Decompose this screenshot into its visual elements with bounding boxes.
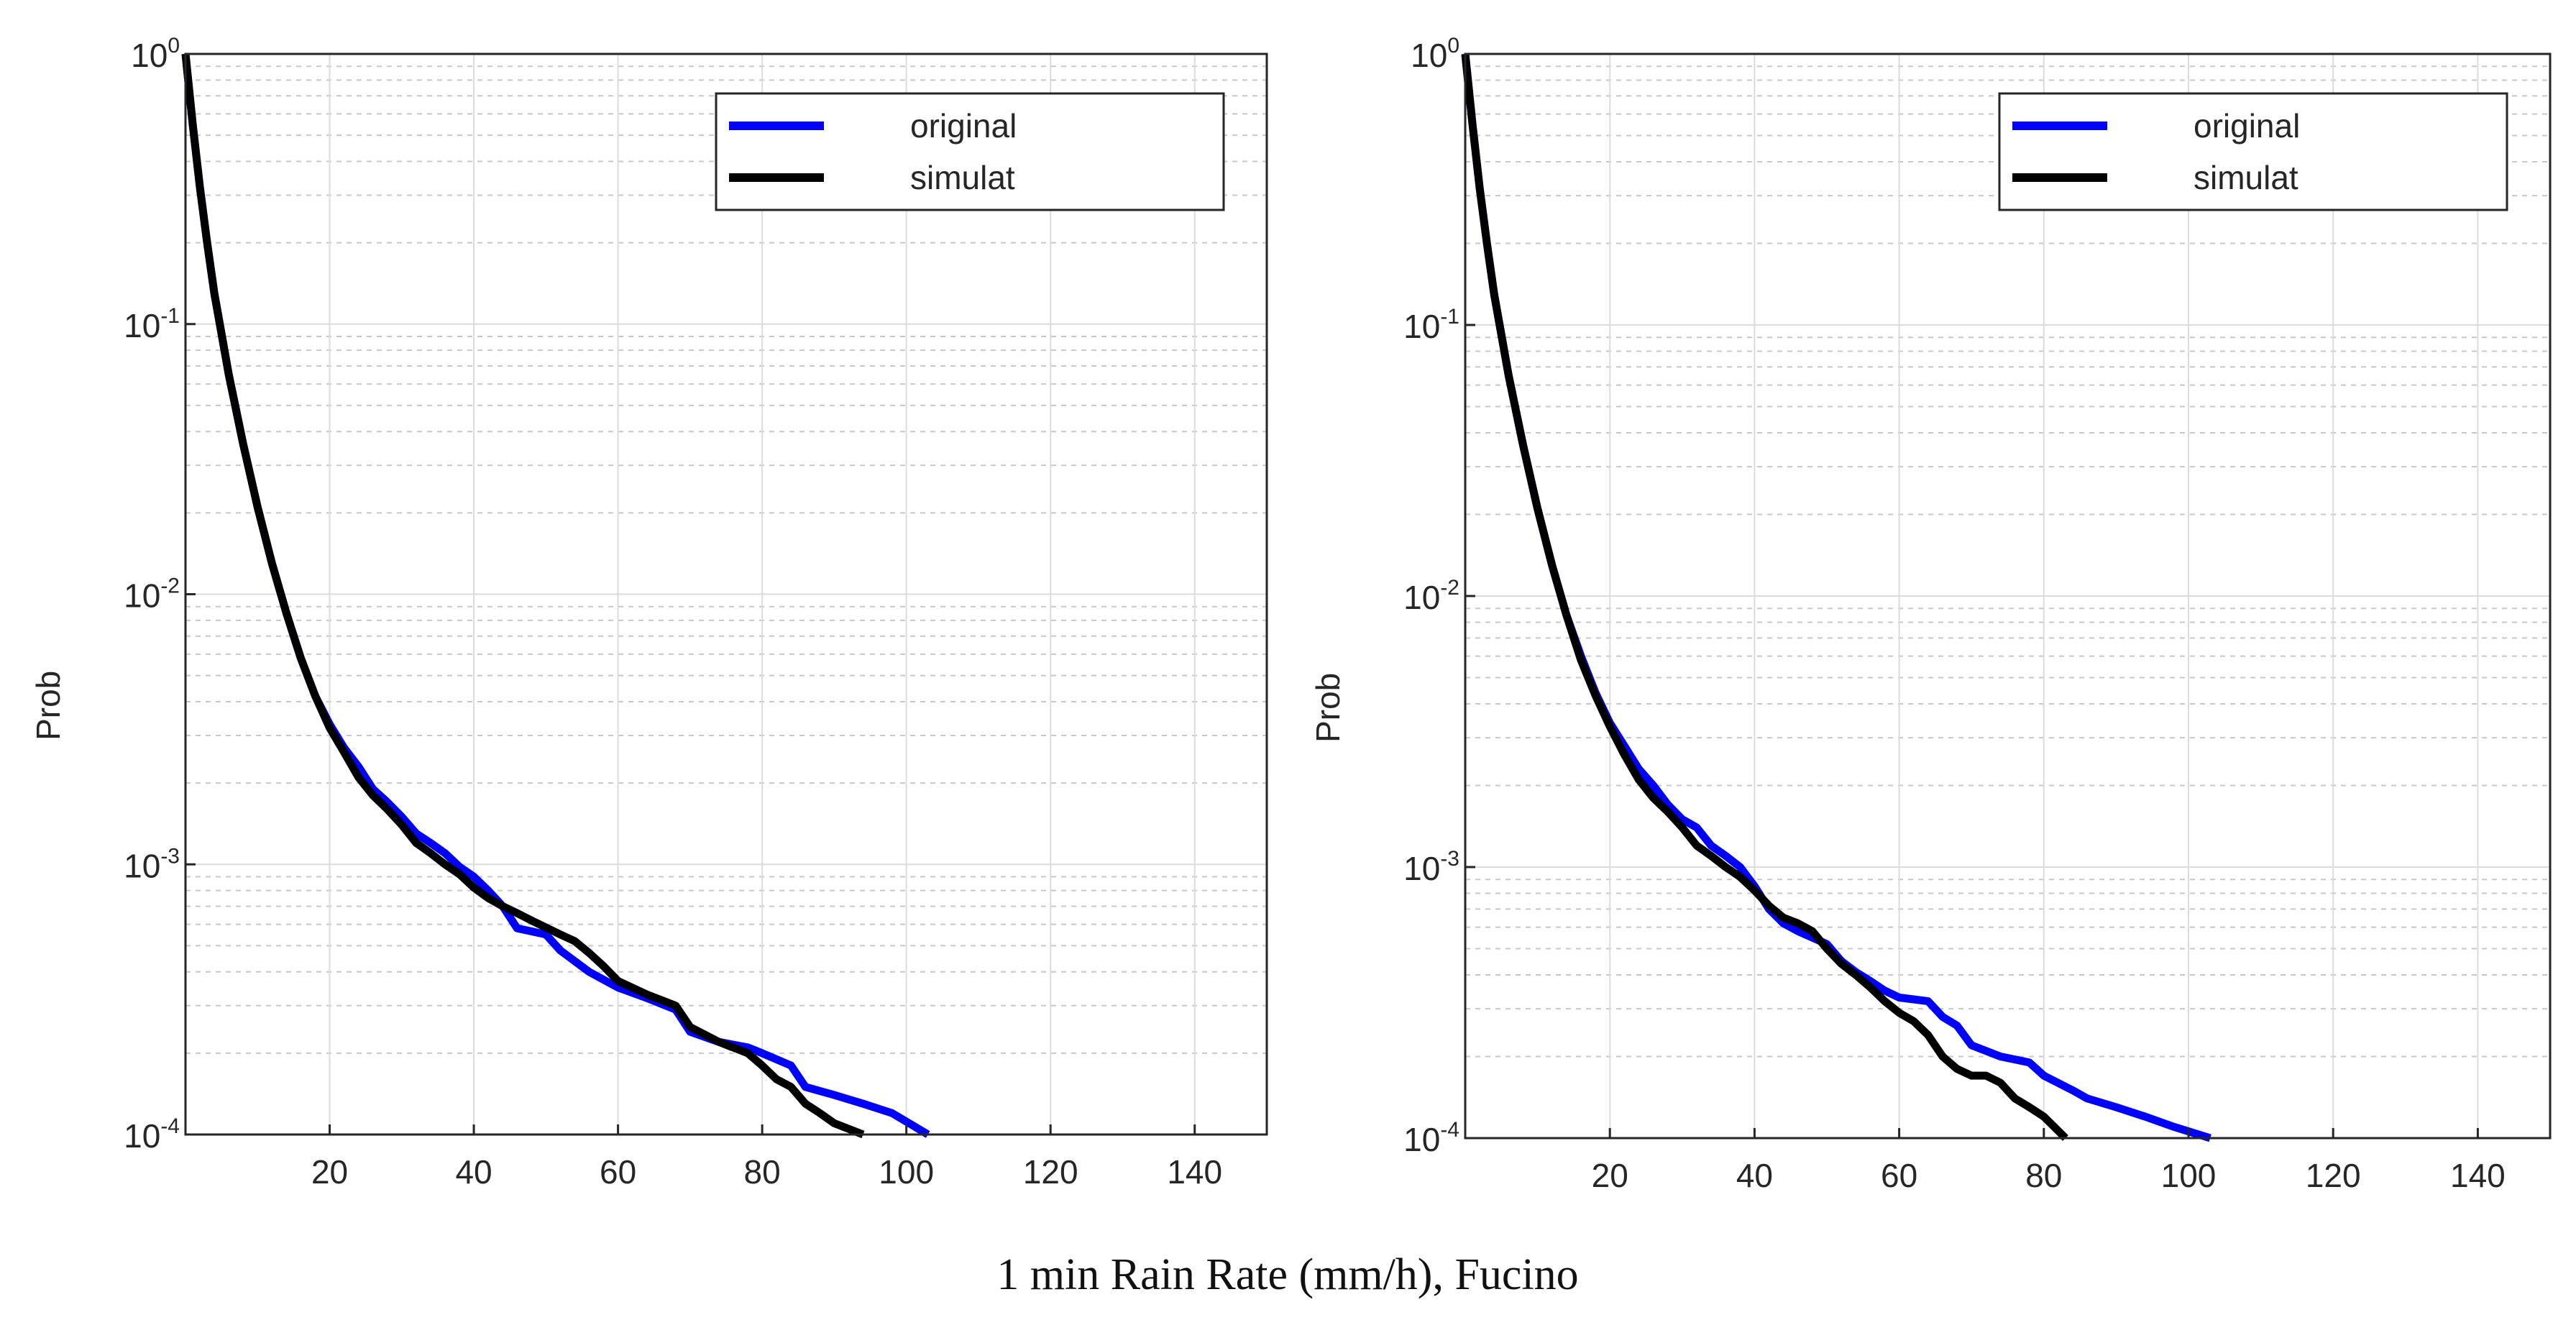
- x-tick-label: 80: [2025, 1157, 2062, 1194]
- chart-panel-2: 20 40 60 80 100 120 140 100 10-1 10-2 10-3 10-4 Prob…: [1309, 34, 2552, 1194]
- y-tick-label: 100: [131, 34, 180, 74]
- legend-label-original: original: [2194, 107, 2300, 145]
- y-axis-label: Prob: [1309, 673, 1347, 743]
- legend-label-simulat: simulat: [2194, 159, 2298, 196]
- x-tick-label: 120: [2306, 1157, 2361, 1194]
- y-tick-label: 10-1: [124, 304, 180, 344]
- legend-box: [1998, 92, 2508, 211]
- figure-caption: 1 min Rain Rate (mm/h), Fucino: [996, 1250, 1578, 1299]
- chart-panel-1: 20 40 60 80 100 120 140 100 10-1 10-2 10-3 10-4 Prob…: [29, 34, 1268, 1191]
- x-tick-label: 40: [1736, 1157, 1773, 1194]
- y-tick-label: 100: [1411, 34, 1459, 74]
- x-tick-label: 40: [455, 1153, 492, 1191]
- series-line-simulat: [1461, 53, 2068, 1141]
- x-tick-label: 140: [1167, 1153, 1222, 1191]
- legend-label-simulat: simulat: [910, 159, 1015, 196]
- y-tick-label: 10-4: [1403, 1118, 1459, 1158]
- y-tick-label: 10-1: [1403, 305, 1459, 345]
- legend-label-original: original: [910, 107, 1017, 145]
- x-tick-label: 100: [2161, 1157, 2217, 1194]
- y-tick-label: 10-4: [124, 1114, 180, 1155]
- x-tick-label: 80: [744, 1153, 781, 1191]
- x-tick-label: 120: [1023, 1153, 1078, 1191]
- legend: original simulat: [715, 92, 1225, 211]
- x-tick-label: 20: [311, 1153, 348, 1191]
- y-tick-label: 10-2: [1403, 576, 1459, 616]
- legend: original simulat: [1998, 92, 2508, 211]
- y-axis-label: Prob: [29, 671, 67, 741]
- x-tick-label: 60: [1881, 1157, 1917, 1194]
- series-line-simulat: [181, 53, 865, 1139]
- y-tick-label: 10-3: [1403, 847, 1459, 887]
- x-tick-label: 140: [2450, 1157, 2506, 1194]
- y-tick-label: 10-3: [124, 844, 180, 884]
- x-tick-label: 100: [879, 1153, 934, 1191]
- legend-box: [715, 92, 1225, 211]
- y-tick-label: 10-2: [124, 574, 180, 615]
- x-tick-label: 60: [600, 1153, 636, 1191]
- x-tick-label: 20: [1592, 1157, 1628, 1194]
